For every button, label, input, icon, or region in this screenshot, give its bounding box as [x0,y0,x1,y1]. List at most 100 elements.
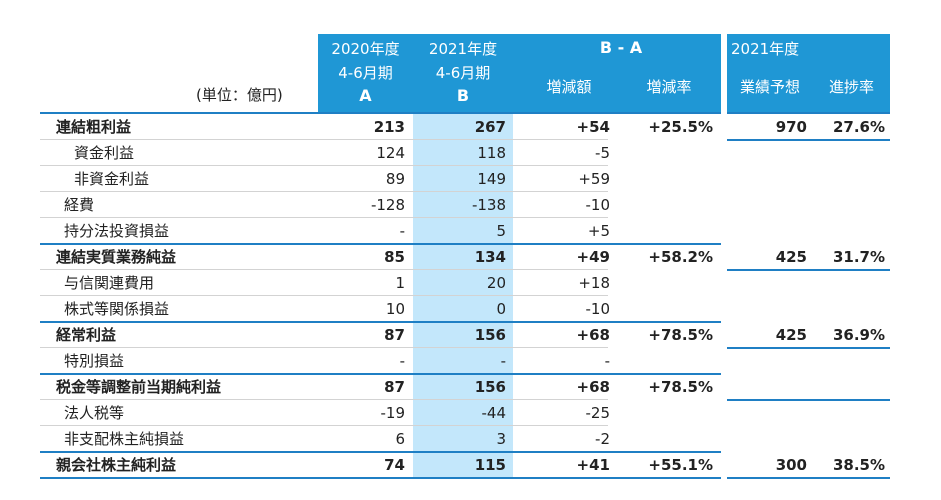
cell-a: -128 [370,196,405,214]
cell-a: 10 [385,300,405,318]
cell-b: 118 [477,144,506,162]
row-divider [40,425,608,426]
cell-b: 134 [474,248,506,266]
cell-b: 156 [474,378,506,396]
table-row: 特別損益 - - - [0,348,941,375]
header-band-forecast [727,34,890,112]
cell-diff: +5 [587,222,610,240]
row-label: 法人税等 [64,404,125,422]
cell-diff: -10 [585,196,611,214]
cell-rate: +25.5% [648,118,713,136]
progress-label: 進捗率 [828,78,874,96]
cell-b: -44 [481,404,507,422]
table-row: 経費 -128 -138 -10 [0,192,941,218]
cell-progress [813,426,885,452]
cell-forecast [727,296,807,322]
cell-a: 6 [395,430,405,448]
cell-a: 213 [373,118,405,136]
cell-b: 5 [496,222,506,240]
cell-diff: +68 [576,326,610,344]
row-label: 親会社株主純利益 [56,456,177,474]
cell-a: 85 [384,248,405,266]
row-label: 資金利益 [74,144,135,162]
cell-a: 1 [395,274,405,292]
cell-progress [813,218,885,244]
forecast-divider [727,347,890,349]
cell-b: 0 [496,300,506,318]
cell-forecast [727,166,807,192]
row-label: 与信関連費用 [64,274,155,292]
cell-progress [813,166,885,192]
cell-diff: +41 [576,456,610,474]
table-row: 持分法投資損益 - 5 +5 [0,218,941,245]
cell-forecast [727,140,807,166]
forecast-label: 業績予想 [739,78,800,96]
forecast-divider [727,477,890,479]
cell-a: 87 [384,326,405,344]
cell-rate [617,140,713,166]
cell-progress [813,270,885,296]
row-divider [40,321,721,323]
cell-progress [813,140,885,166]
cell-diff: +59 [578,170,610,188]
row-divider [40,347,608,348]
cell-progress [813,348,885,374]
row-divider [40,243,721,245]
table-row: 連結粗利益 213 267 +54 +25.5% 970 27.6% [0,114,941,141]
cell-a: 124 [376,144,405,162]
row-divider [40,217,608,218]
cell-progress [813,374,885,400]
cell-diff: - [604,352,610,370]
cell-rate [617,296,713,322]
cell-a: - [399,352,405,370]
cell-rate [617,166,713,192]
table-row: 株式等関係損益 10 0 -10 [0,296,941,323]
row-divider [40,477,721,479]
row-label: 特別損益 [64,352,125,370]
table-row: 税金等調整前当期純利益 87 156 +68 +78.5% [0,374,941,401]
table-row: 与信関連費用 1 20 +18 [0,270,941,296]
cell-diff: +68 [576,378,610,396]
row-divider [40,399,608,400]
cell-progress: 31.7% [832,248,885,266]
cell-b: - [500,352,506,370]
cell-progress: 27.6% [832,118,885,136]
table-row: 親会社株主純利益 74 115 +41 +55.1% 300 38.5% [0,452,941,479]
cell-a: -19 [380,404,406,422]
row-label: 持分法投資損益 [64,222,170,240]
row-divider [40,165,608,166]
row-divider [40,139,608,140]
row-label: 非資金利益 [74,170,150,188]
cell-progress: 36.9% [832,326,885,344]
cell-rate: +78.5% [648,378,713,396]
cell-rate [617,348,713,374]
col-b-year: 2021年度 [428,40,498,58]
forecast-divider [727,139,890,141]
cell-a: 87 [384,378,405,396]
cell-diff: -2 [595,430,610,448]
cell-forecast [727,400,807,426]
header-band-main [318,34,721,112]
cell-progress [813,192,885,218]
cell-forecast: 425 [775,248,807,266]
cell-b: 267 [474,118,506,136]
cell-b: 156 [474,326,506,344]
cell-rate [617,400,713,426]
forecast-year-label: 2021年度 [731,40,800,58]
row-divider [40,373,721,375]
header-rule-main [40,112,721,114]
row-divider [40,269,608,270]
forecast-divider [727,269,890,271]
diff-rate-label: 増減率 [646,78,692,96]
row-label: 株式等関係損益 [64,300,170,318]
table-row: 連結実質業務純益 85 134 +49 +58.2% 425 31.7% [0,244,941,271]
table-row: 資金利益 124 118 -5 [0,140,941,166]
cell-diff: +18 [578,274,610,292]
cell-b: 3 [496,430,506,448]
cell-progress [813,400,885,426]
table-row: 非資金利益 89 149 +59 [0,166,941,192]
col-a-period: 4-6月期 [338,64,393,82]
cell-a: - [399,222,405,240]
cell-forecast [727,218,807,244]
cell-rate [617,270,713,296]
